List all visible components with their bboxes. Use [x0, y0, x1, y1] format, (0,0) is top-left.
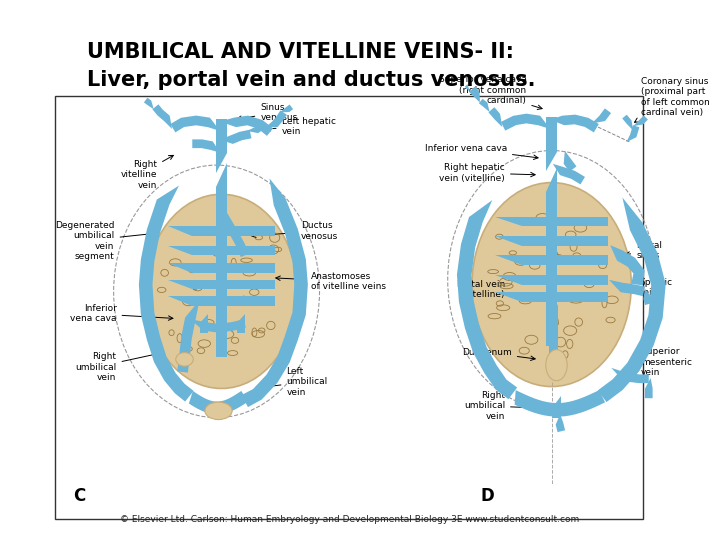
PathPatch shape: [495, 236, 608, 246]
Text: Inferior vena cava: Inferior vena cava: [425, 144, 538, 159]
PathPatch shape: [200, 314, 208, 333]
Text: C: C: [73, 487, 85, 505]
PathPatch shape: [192, 139, 220, 153]
PathPatch shape: [564, 151, 577, 172]
PathPatch shape: [168, 246, 275, 255]
PathPatch shape: [626, 125, 639, 142]
Text: Right
vitelline
vein: Right vitelline vein: [121, 156, 174, 190]
PathPatch shape: [237, 314, 245, 333]
Ellipse shape: [546, 349, 567, 381]
PathPatch shape: [472, 86, 480, 102]
PathPatch shape: [622, 114, 633, 130]
PathPatch shape: [553, 164, 585, 184]
Text: Right
umbilical
vein: Right umbilical vein: [76, 352, 159, 382]
Text: D: D: [481, 487, 495, 505]
Text: Degenerated
umbilical
vein
segment: Degenerated umbilical vein segment: [55, 221, 153, 261]
Ellipse shape: [176, 353, 193, 366]
PathPatch shape: [598, 198, 666, 402]
PathPatch shape: [501, 113, 550, 131]
PathPatch shape: [168, 280, 275, 289]
Text: Duodenum: Duodenum: [462, 348, 535, 361]
PathPatch shape: [225, 210, 249, 257]
PathPatch shape: [515, 390, 605, 416]
PathPatch shape: [611, 245, 644, 286]
Text: Superior
mesenteric
vein: Superior mesenteric vein: [627, 347, 692, 377]
Ellipse shape: [205, 402, 232, 420]
PathPatch shape: [546, 168, 557, 346]
PathPatch shape: [495, 255, 608, 265]
PathPatch shape: [556, 414, 565, 432]
PathPatch shape: [479, 99, 490, 112]
PathPatch shape: [546, 117, 557, 171]
Text: Coronary sinus
(proximal part
of left common
cardinal vein): Coronary sinus (proximal part of left co…: [634, 77, 710, 122]
Text: Ductus
venosus: Ductus venosus: [251, 221, 338, 241]
PathPatch shape: [168, 226, 275, 236]
Text: UMBILICAL AND VITELLINE VEINS- II:: UMBILICAL AND VITELLINE VEINS- II:: [87, 42, 514, 62]
PathPatch shape: [266, 111, 287, 127]
PathPatch shape: [469, 89, 480, 103]
PathPatch shape: [495, 292, 608, 302]
PathPatch shape: [645, 378, 652, 398]
PathPatch shape: [592, 109, 611, 124]
PathPatch shape: [189, 391, 248, 414]
Text: Liver, portal vein and ductus venosus.: Liver, portal vein and ductus venosus.: [87, 70, 536, 90]
Text: Portal vein
(vitelline): Portal vein (vitelline): [456, 280, 528, 301]
PathPatch shape: [177, 300, 199, 373]
PathPatch shape: [168, 296, 275, 306]
PathPatch shape: [611, 368, 649, 383]
Text: Superior vena cava
(right common
cardinal): Superior vena cava (right common cardina…: [438, 76, 542, 110]
Text: Left
umbilical
vein: Left umbilical vein: [256, 367, 328, 396]
PathPatch shape: [280, 105, 293, 112]
Text: Inferior
vena cava: Inferior vena cava: [70, 304, 173, 323]
PathPatch shape: [495, 217, 608, 226]
PathPatch shape: [488, 107, 503, 127]
Text: © Elsevier Ltd. Carlson: Human Embryology and Developmental Biology 3E www.stude: © Elsevier Ltd. Carlson: Human Embryolog…: [120, 516, 580, 524]
PathPatch shape: [216, 119, 227, 173]
Text: Splenic
vein: Splenic vein: [627, 278, 672, 297]
PathPatch shape: [552, 396, 561, 417]
Text: Portal
sinus: Portal sinus: [626, 241, 662, 260]
PathPatch shape: [465, 84, 469, 92]
PathPatch shape: [609, 280, 645, 296]
PathPatch shape: [216, 163, 227, 357]
PathPatch shape: [247, 124, 264, 133]
PathPatch shape: [144, 98, 154, 109]
Ellipse shape: [145, 194, 297, 388]
FancyBboxPatch shape: [55, 96, 643, 518]
PathPatch shape: [644, 289, 652, 305]
PathPatch shape: [153, 104, 172, 129]
Text: Right
umbilical
vein: Right umbilical vein: [464, 391, 536, 421]
PathPatch shape: [139, 186, 194, 402]
Ellipse shape: [472, 183, 631, 387]
PathPatch shape: [220, 116, 273, 136]
PathPatch shape: [220, 130, 251, 144]
PathPatch shape: [241, 178, 308, 407]
PathPatch shape: [633, 116, 648, 126]
Text: Left hepatic
vein: Left hepatic vein: [266, 117, 336, 136]
Text: Sinus
venosus: Sinus venosus: [237, 103, 297, 123]
Text: Right hepatic
vein (vitelline): Right hepatic vein (vitelline): [439, 163, 535, 183]
Text: Anastomoses
of vitelline veins: Anastomoses of vitelline veins: [276, 272, 386, 292]
PathPatch shape: [457, 200, 517, 399]
PathPatch shape: [495, 275, 608, 285]
PathPatch shape: [190, 319, 246, 333]
PathPatch shape: [549, 304, 559, 372]
PathPatch shape: [171, 116, 220, 132]
PathPatch shape: [168, 263, 275, 273]
PathPatch shape: [550, 114, 599, 132]
